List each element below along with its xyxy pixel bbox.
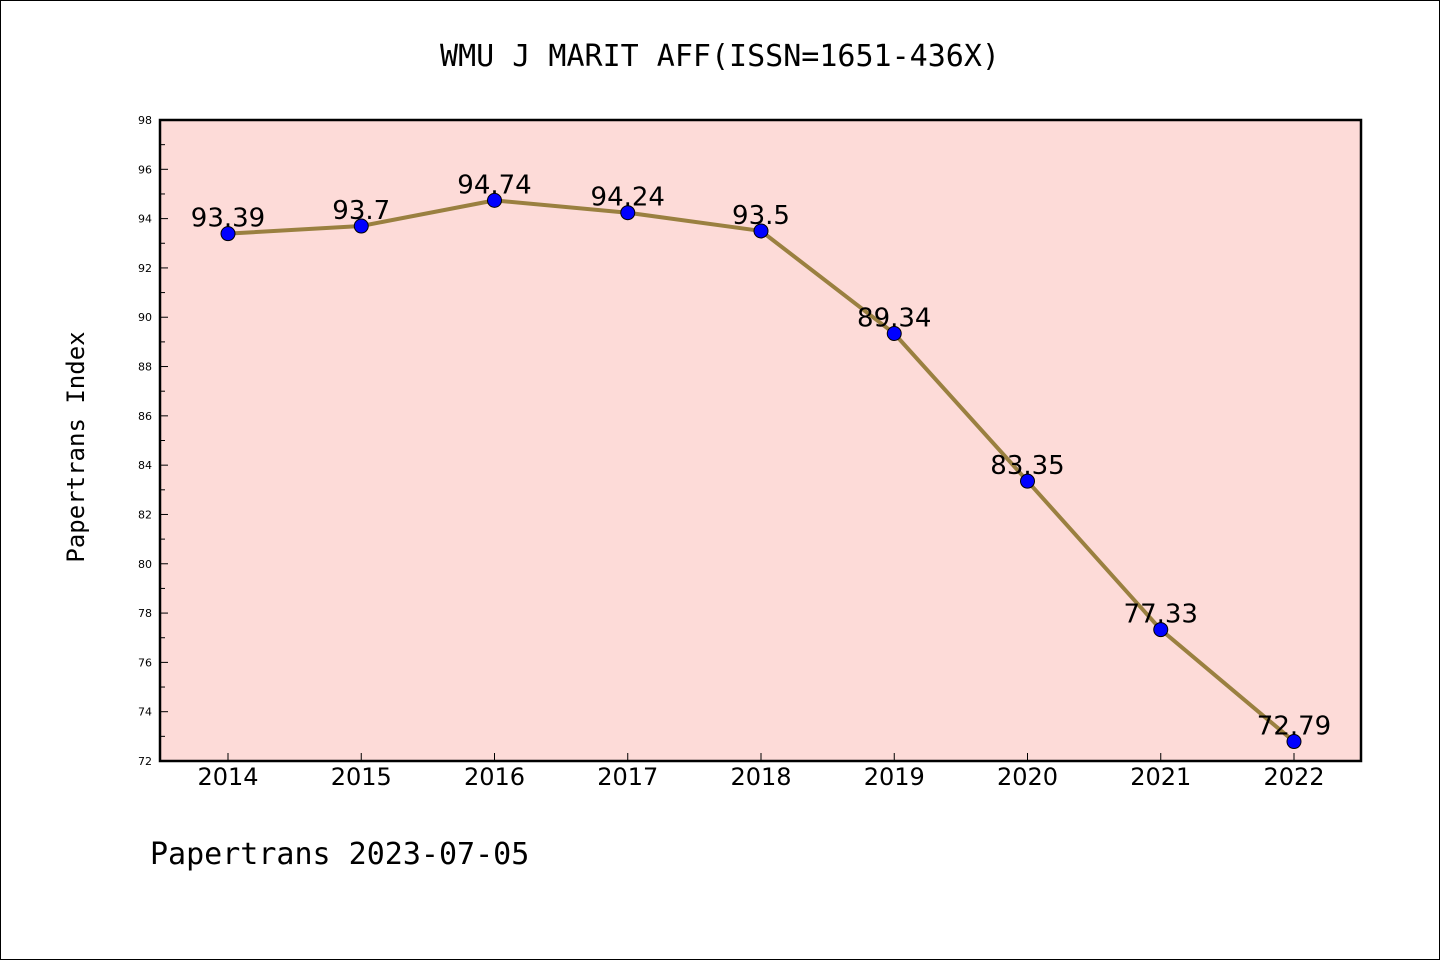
data-point: [620, 205, 636, 221]
data-label: 93.5: [732, 201, 790, 231]
footer-text: Papertrans 2023-07-05: [150, 837, 529, 872]
x-tick-label: 2015: [331, 763, 392, 791]
data-point: [1020, 473, 1035, 489]
y-tick-label: 98: [138, 114, 152, 127]
series-group: 93.39 93.7 94.74 94.24 93.5 89.34 83.35 77.33 72…: [191, 170, 1331, 750]
y-tick-label: 82: [138, 508, 152, 521]
plot-border: [158, 118, 1363, 763]
x-tick-label: 2014: [197, 763, 258, 791]
data-point: [1153, 622, 1169, 638]
y-tick-label: 80: [138, 558, 152, 571]
data-label: 94.24: [591, 183, 665, 213]
x-tick-label: 2022: [1263, 763, 1324, 791]
y-tick-label: 78: [138, 607, 152, 620]
y-tick-label: 76: [138, 656, 152, 669]
y-tick-label: 96: [138, 163, 152, 176]
y-tick-label: 74: [138, 706, 152, 719]
data-label: 72.79: [1257, 712, 1331, 742]
x-tick-label: 2018: [730, 763, 791, 791]
data-point: [1286, 734, 1302, 750]
x-tick-label: 2021: [1130, 763, 1191, 791]
data-label: 89.34: [857, 304, 931, 334]
x-axis: 2014 2015 2016 2017 2018 2019 2020 2021 2022: [197, 753, 1325, 791]
data-point: [487, 192, 502, 208]
x-tick-label: 2016: [464, 763, 525, 791]
x-tick-label: 2017: [597, 763, 658, 791]
data-label: 93.39: [191, 204, 265, 234]
y-tick-label: 84: [138, 459, 152, 472]
data-point: [353, 218, 369, 234]
x-tick-label: 2019: [864, 763, 925, 791]
data-point: [220, 226, 236, 242]
data-label: 93.7: [332, 196, 390, 226]
y-tick-label: 72: [138, 755, 152, 768]
data-label: 77.33: [1124, 600, 1198, 630]
y-tick-label: 86: [138, 410, 152, 423]
y-axis: 72 74 76 78 80 82 84 86 88 90 92 94 96 98: [138, 114, 168, 768]
y-tick-label: 90: [138, 311, 152, 324]
x-tick-label: 2020: [997, 763, 1058, 791]
y-tick-label: 88: [138, 361, 152, 374]
y-tick-label: 94: [138, 213, 152, 226]
data-label: 83.35: [990, 451, 1064, 481]
data-label: 94.74: [457, 170, 531, 200]
chart-title: WMU J MARIT AFF(ISSN=1651-436X): [440, 39, 1000, 74]
data-point: [753, 223, 769, 239]
data-point: [886, 326, 902, 342]
y-tick-label: 92: [138, 262, 152, 275]
y-axis-label: Papertrans Index: [62, 331, 90, 562]
